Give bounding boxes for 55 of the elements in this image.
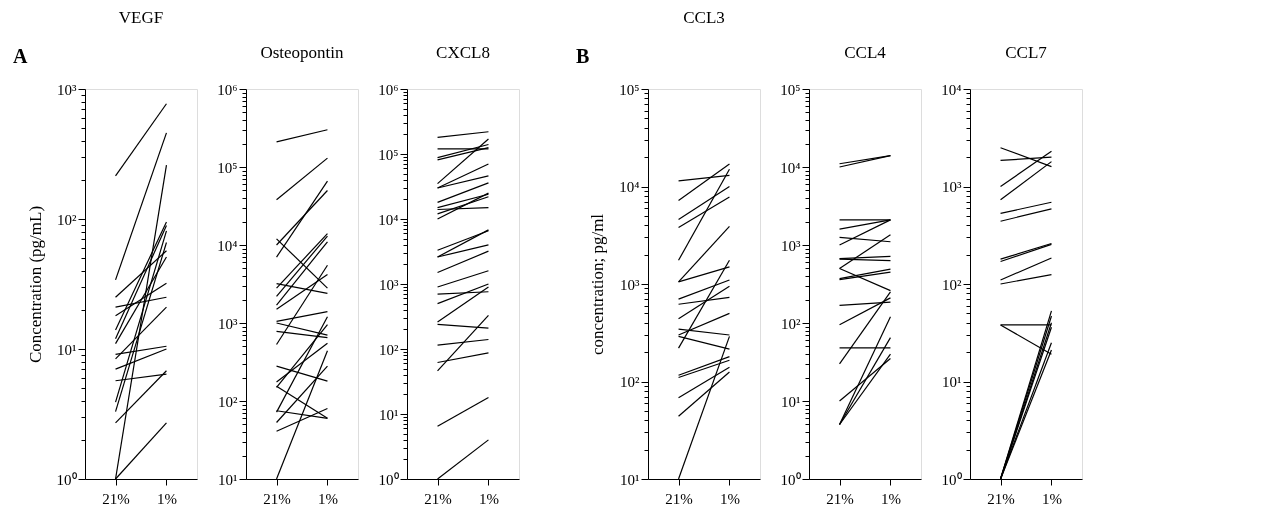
chart-title: VEGF <box>118 8 164 27</box>
y-tick-label: 10³ <box>379 276 399 293</box>
x-tick-label: 1% <box>156 490 177 507</box>
x-tick-label: 1% <box>1041 490 1062 507</box>
y-tick-label: 10¹ <box>620 471 640 488</box>
y-tick-label: 10⁰ <box>941 471 962 488</box>
y-tick-label: 10² <box>942 276 962 293</box>
y-tick-label: 10³ <box>942 179 962 195</box>
y-tick-label: 10¹ <box>218 471 238 488</box>
y-tick-label: 10² <box>379 341 399 358</box>
y-tick-label: 10¹ <box>57 341 77 358</box>
y-tick-label: 10¹ <box>379 406 399 423</box>
y-tick-label: 10⁰ <box>780 471 801 488</box>
chart-title: CXCL8 <box>436 43 490 62</box>
y-tick-label: 10⁴ <box>378 211 399 228</box>
y-axis-title: Concentration (pg/mL) <box>25 205 45 364</box>
y-tick-label: 10⁴ <box>217 237 238 254</box>
x-tick-label: 1% <box>478 490 499 507</box>
x-tick-label: 21% <box>424 490 452 507</box>
x-tick-label: 1% <box>719 490 740 507</box>
y-tick-label: 10³ <box>57 81 77 98</box>
y-tick-label: 10⁰ <box>56 471 77 488</box>
y-axis-title: concentration; pg/ml <box>588 213 608 356</box>
y-tick-label: 10⁵ <box>217 159 238 176</box>
chart-title: CCL3 <box>683 8 725 27</box>
x-tick-label: 21% <box>826 490 854 507</box>
y-tick-label: 10² <box>620 374 640 390</box>
x-tick-label: 1% <box>880 490 901 507</box>
y-tick-label: 10⁴ <box>941 81 962 98</box>
x-tick-label: 21% <box>665 490 693 507</box>
y-tick-label: 10¹ <box>781 393 801 410</box>
chart-title: CCL4 <box>844 43 887 62</box>
y-tick-label: 10⁵ <box>619 81 640 98</box>
y-tick-label: 10⁰ <box>378 471 399 488</box>
chart-title: Osteopontin <box>260 43 345 62</box>
y-tick-label: 10³ <box>620 276 640 293</box>
x-tick-label: 21% <box>987 490 1015 507</box>
text: B <box>576 45 590 67</box>
y-tick-label: 10² <box>218 393 238 410</box>
x-tick-label: 21% <box>102 490 130 507</box>
y-tick-label: 10⁵ <box>378 146 399 163</box>
y-tick-label: 10⁶ <box>378 81 399 98</box>
y-tick-label: 10³ <box>218 315 238 332</box>
x-tick-label: 1% <box>317 490 338 507</box>
y-tick-label: 10⁴ <box>619 179 640 195</box>
y-tick-label: 10² <box>57 211 77 228</box>
chart-title: CCL7 <box>1005 43 1048 62</box>
x-tick-label: 21% <box>263 490 291 507</box>
y-tick-label: 10⁵ <box>780 81 801 98</box>
y-tick-label: 10¹ <box>942 374 962 390</box>
y-tick-label: 10² <box>781 315 801 332</box>
y-tick-label: 10⁶ <box>217 81 238 98</box>
y-tick-label: 10³ <box>781 237 801 254</box>
text: A <box>13 45 28 67</box>
y-tick-label: 10⁴ <box>780 159 801 176</box>
